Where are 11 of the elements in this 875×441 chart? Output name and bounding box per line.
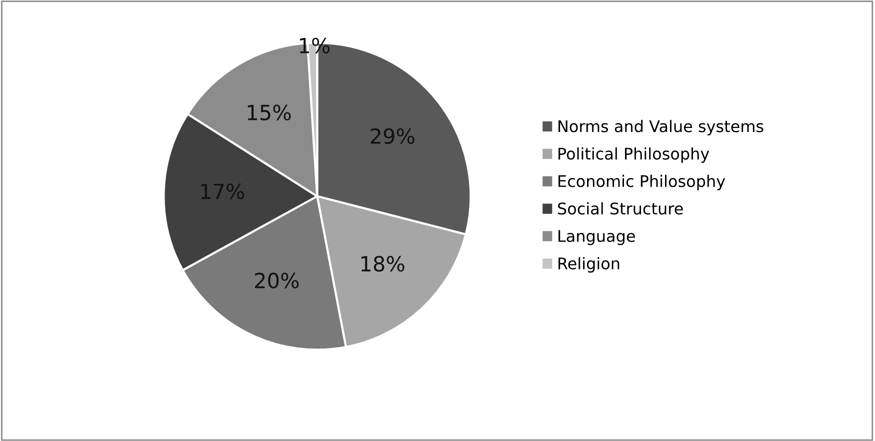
legend-label: Political Philosophy xyxy=(558,147,710,163)
legend-label: Social Structure xyxy=(558,202,683,215)
data-label: 29% xyxy=(370,128,414,144)
legend-label: Religion xyxy=(558,257,620,273)
data-label: 1% xyxy=(300,38,330,54)
legend-label: Language xyxy=(558,230,635,246)
data-label: 15% xyxy=(248,104,291,120)
data-label: 18% xyxy=(361,256,404,272)
legend-label: Norms and Value systems xyxy=(558,120,764,136)
data-label: 20% xyxy=(255,272,299,288)
legend-label: Economic Philosophy xyxy=(558,174,726,190)
